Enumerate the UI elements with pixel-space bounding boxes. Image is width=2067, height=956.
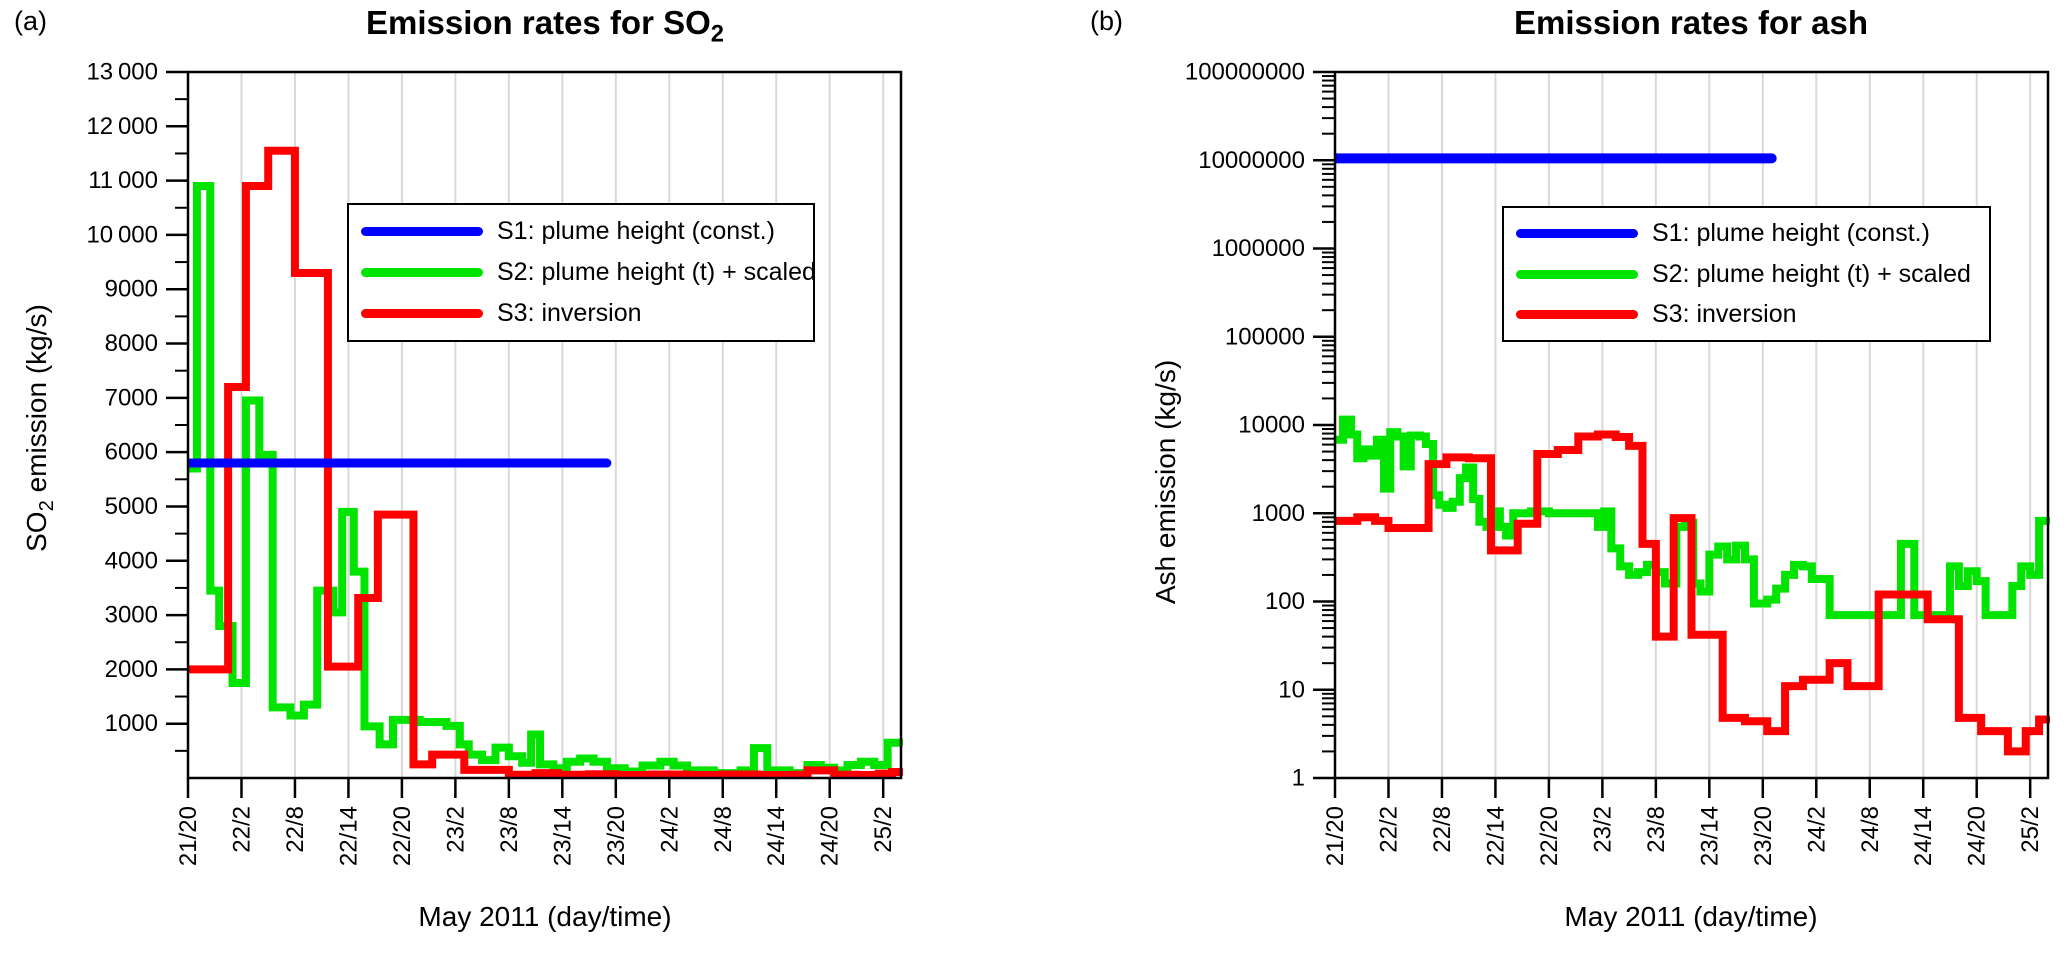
y-tick-label: 10000000 <box>1198 147 1305 174</box>
series-group <box>1335 153 2050 756</box>
x-tick-label: 23/20 <box>1750 806 1777 866</box>
y-tick-label: 11 000 <box>88 167 158 194</box>
legend-row: S1: plume height (const.) <box>1504 219 1989 248</box>
x-tick-label: 23/2 <box>1589 806 1616 853</box>
y-tick-label: 7000 <box>105 384 158 411</box>
y-tick-label: 1000 <box>1252 500 1305 527</box>
series-s2-line <box>188 182 903 778</box>
legend-label-s3: S3: inversion <box>497 299 642 327</box>
panel-a-ylabel-subscript: 2 <box>35 500 58 512</box>
x-tick-label: 25/2 <box>870 806 897 853</box>
panel-a-title-text: Emission rates for SO <box>366 4 711 41</box>
y-tick-label: 10000 <box>1238 412 1305 439</box>
x-tick-label: 23/20 <box>603 806 630 866</box>
y-tick-label: 13 000 <box>86 59 158 86</box>
s1-line-sample <box>1516 229 1638 239</box>
x-tick-label: 23/14 <box>549 806 576 866</box>
panel-b-legend: S1: plume height (const.) S2: plume heig… <box>1502 206 1991 342</box>
legend-label-s2: S2: plume height (t) + scaled <box>1652 259 1971 288</box>
plot-area <box>188 72 901 778</box>
x-tick-label: 24/20 <box>1964 806 1991 866</box>
x-tick-label: 22/20 <box>1536 806 1563 866</box>
x-tick-label: 24/14 <box>763 806 790 866</box>
y-tick-label: 10 <box>1278 676 1305 703</box>
panel-b-plot: 100000000 10000000 1000000 100000 10000 1000 1… <box>1185 59 2050 866</box>
x-tick-label: 22/8 <box>282 806 309 853</box>
panel-a-title: Emission rates for SO2 <box>366 4 724 49</box>
x-tick-label: 24/14 <box>1910 806 1937 866</box>
s3-line-sample <box>1516 309 1638 319</box>
x-tick-label: 24/8 <box>1857 806 1884 853</box>
x-tick-label: 21/20 <box>1322 806 1349 866</box>
x-tick-label: 22/20 <box>389 806 416 866</box>
legend-row: S2: plume height (t) + scaled <box>349 258 816 287</box>
legend-label-s1: S1: plume height (const.) <box>1652 219 1930 248</box>
y-tick-label: 10 000 <box>86 221 158 248</box>
legend-row: S1: plume height (const.) <box>349 217 813 246</box>
x-tick-label: 23/8 <box>1643 806 1670 853</box>
panel-a-title-subscript: 2 <box>710 20 724 48</box>
y-tick-label: 8000 <box>105 330 158 357</box>
panel-a-y-axis-label: SO2 emission (kg/s) <box>21 304 59 552</box>
x-tick-label: 23/8 <box>496 806 523 853</box>
s2-line-sample <box>361 268 483 277</box>
y-tick-label: 1 <box>1292 765 1305 792</box>
panel-b-x-axis-label: May 2011 (day/time) <box>1564 901 1818 932</box>
plot-area <box>1335 72 2048 778</box>
panel-b-title: Emission rates for ash <box>1514 4 1868 49</box>
x-tick-label: 24/20 <box>817 806 844 866</box>
legend-row: S2: plume height (t) + scaled <box>1504 260 1989 289</box>
s1-line-sample <box>361 227 483 236</box>
y-tick-label: 6000 <box>105 439 158 466</box>
legend-label-s1: S1: plume height (const.) <box>497 217 775 245</box>
s3-line-sample <box>361 309 483 318</box>
panel-a-ylabel-pre: SO <box>21 511 53 552</box>
panel-a-legend: S1: plume height (const.) S2: plume heig… <box>347 203 816 342</box>
series-s2-line <box>1335 415 2050 620</box>
x-tick-label: 24/8 <box>710 806 737 853</box>
x-tick-label: 21/20 <box>175 806 202 866</box>
y-tick-label: 1000000 <box>1212 235 1305 262</box>
y-tick-label: 100000000 <box>1185 59 1305 86</box>
x-tick-label: 25/2 <box>2017 806 2044 853</box>
y-tick-label: 1000 <box>105 710 158 737</box>
panel-a-corner-label: (a) <box>14 6 47 36</box>
x-tick-label: 22/2 <box>228 806 255 853</box>
x-tick-label: 22/14 <box>335 806 362 866</box>
panel-b-title-text: Emission rates for ash <box>1514 4 1868 41</box>
legend-row: S3: inversion <box>1504 300 1989 329</box>
panel-b-y-axis-label: Ash emission (kg/s) <box>1150 360 1182 604</box>
y-tick-label: 9000 <box>105 276 158 303</box>
x-tick-label: 23/2 <box>442 806 469 853</box>
panel-a-plot: 13 000 12 000 11 000 10 000 9000 8000 7000 6000… <box>86 59 903 866</box>
y-tick-label: 12 000 <box>86 113 158 140</box>
series-s3-line <box>1335 430 2050 756</box>
x-tick-label: 22/14 <box>1482 806 1509 866</box>
panel-b-ylabel-pre: Ash emission (kg/s) <box>1150 359 1181 605</box>
y-tick-label: 4000 <box>105 547 158 574</box>
x-tick-label: 24/2 <box>1803 806 1830 853</box>
x-tick-label: 24/2 <box>656 806 683 853</box>
y-tick-label: 100000 <box>1225 323 1305 350</box>
y-tick-label: 3000 <box>105 602 158 629</box>
s2-line-sample <box>1516 269 1638 279</box>
series-group <box>188 146 903 780</box>
y-tick-label: 5000 <box>105 493 158 520</box>
panel-a-x-axis-label: May 2011 (day/time) <box>418 901 672 932</box>
x-tick-label: 22/2 <box>1375 806 1402 853</box>
y-tick-label: 100 <box>1265 588 1305 615</box>
series-s3-line <box>188 146 903 780</box>
legend-row: S3: inversion <box>349 299 813 328</box>
legend-label-s2: S2: plume height (t) + scaled <box>497 258 816 286</box>
x-tick-label: 22/8 <box>1429 806 1456 853</box>
x-tick-label: 23/14 <box>1696 806 1723 866</box>
y-tick-label: 2000 <box>105 656 158 683</box>
legend-label-s3: S3: inversion <box>1652 299 1797 328</box>
panel-a-ylabel-post: emission (kg/s) <box>21 304 53 501</box>
panel-b-corner-label: (b) <box>1090 6 1123 36</box>
